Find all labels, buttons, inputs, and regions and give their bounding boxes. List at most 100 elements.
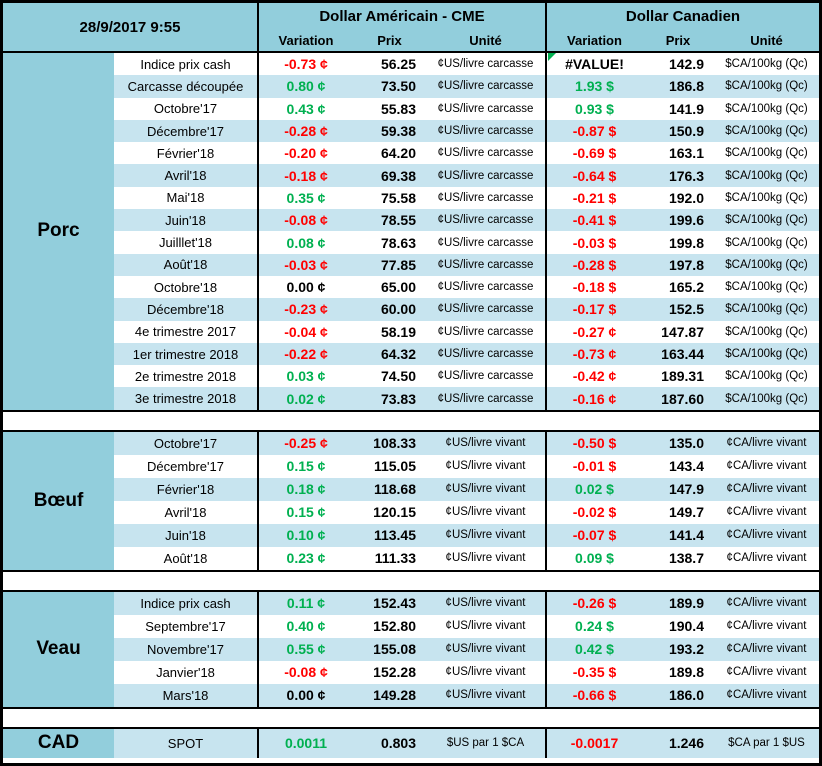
unite-ca-cell[interactable]: $CA/100kg (Qc) [714,276,819,298]
unite-us-cell[interactable]: ¢US/livre carcasse [426,298,545,320]
col-header-prix-us[interactable]: Prix [353,29,426,51]
variation-ca-cell[interactable]: -0.0017 [545,728,642,758]
variation-us-cell[interactable]: 0.03 ¢ [257,365,353,388]
prix-us-cell[interactable]: 59.38 [353,120,426,142]
section-label-cell[interactable]: Veau [3,591,114,707]
variation-ca-cell[interactable]: -0.21 $ [545,186,642,210]
unite-ca-cell[interactable]: $CA/100kg (Qc) [714,164,819,186]
variation-ca-cell[interactable]: -0.87 $ [545,119,642,143]
variation-us-cell[interactable]: 0.00 ¢ [257,275,353,299]
unite-ca-cell[interactable]: $CA/100kg (Qc) [714,321,819,343]
prix-ca-cell[interactable]: 189.9 [642,592,714,615]
prix-us-cell[interactable]: 111.33 [353,547,426,570]
variation-us-cell[interactable]: -0.04 ¢ [257,320,353,343]
contract-label-cell[interactable]: Octobre'18 [114,276,257,298]
prix-us-cell[interactable]: 78.63 [353,231,426,253]
prix-us-cell[interactable]: 155.08 [353,638,426,661]
prix-us-cell[interactable]: 60.00 [353,298,426,320]
contract-label-cell[interactable]: 2e trimestre 2018 [114,365,257,387]
unite-us-cell[interactable]: ¢US/livre vivant [426,547,545,570]
group-header-us[interactable]: Dollar Américain - CME [257,3,545,29]
prix-us-cell[interactable]: 55.83 [353,98,426,120]
variation-ca-cell[interactable]: -0.35 $ [545,660,642,684]
contract-label-cell[interactable]: Janvier'18 [114,661,257,684]
unite-ca-cell[interactable]: ¢CA/livre vivant [714,432,819,455]
group-header-ca[interactable]: Dollar Canadien [545,3,819,29]
unite-us-cell[interactable]: ¢US/livre vivant [426,592,545,615]
unite-ca-cell[interactable]: ¢CA/livre vivant [714,455,819,478]
unite-us-cell[interactable]: ¢US/livre carcasse [426,343,545,365]
prix-us-cell[interactable]: 69.38 [353,164,426,186]
prix-ca-cell[interactable]: 147.9 [642,478,714,501]
timestamp-cell[interactable]: 28/9/2017 9:55 [3,3,257,51]
variation-ca-cell[interactable]: -0.69 $ [545,142,642,165]
contract-label-cell[interactable]: Carcasse découpée [114,75,257,97]
unite-ca-cell[interactable]: ¢CA/livre vivant [714,615,819,638]
prix-us-cell[interactable]: 73.50 [353,75,426,97]
variation-ca-cell[interactable]: -0.01 $ [545,454,642,478]
prix-ca-cell[interactable]: 186.8 [642,75,714,97]
variation-us-cell[interactable]: 0.35 ¢ [257,186,353,210]
unite-us-cell[interactable]: ¢US/livre carcasse [426,164,545,186]
prix-us-cell[interactable]: 120.15 [353,501,426,524]
unite-us-cell[interactable]: ¢US/livre carcasse [426,231,545,253]
contract-label-cell[interactable]: 4e trimestre 2017 [114,321,257,343]
variation-us-cell[interactable]: 0.00 ¢ [257,683,353,707]
prix-ca-cell[interactable]: 186.0 [642,684,714,707]
prix-ca-cell[interactable]: 165.2 [642,276,714,298]
variation-us-cell[interactable]: 0.15 ¢ [257,454,353,478]
prix-ca-cell[interactable]: 143.4 [642,455,714,478]
variation-us-cell[interactable]: -0.03 ¢ [257,253,353,276]
unite-us-cell[interactable]: ¢US/livre carcasse [426,98,545,120]
unite-ca-cell[interactable]: ¢CA/livre vivant [714,638,819,661]
variation-ca-cell[interactable]: -0.28 $ [545,253,642,276]
prix-us-cell[interactable]: 149.28 [353,684,426,707]
variation-ca-cell[interactable]: #VALUE! [545,53,642,76]
variation-ca-cell[interactable]: -0.16 ¢ [545,387,642,410]
prix-ca-cell[interactable]: 138.7 [642,547,714,570]
prix-ca-cell[interactable]: 189.8 [642,661,714,684]
prix-ca-cell[interactable]: 141.9 [642,98,714,120]
prix-us-cell[interactable]: 74.50 [353,365,426,387]
unite-ca-cell[interactable]: $CA/100kg (Qc) [714,53,819,75]
unite-us-cell[interactable]: ¢US/livre vivant [426,478,545,501]
contract-label-cell[interactable]: SPOT [114,729,257,758]
unite-ca-cell[interactable]: $CA/100kg (Qc) [714,365,819,387]
prix-ca-cell[interactable]: 193.2 [642,638,714,661]
contract-label-cell[interactable]: Avril'18 [114,501,257,524]
prix-ca-cell[interactable]: 150.9 [642,120,714,142]
unite-us-cell[interactable]: ¢US/livre carcasse [426,254,545,276]
unite-us-cell[interactable]: ¢US/livre carcasse [426,209,545,231]
contract-label-cell[interactable]: Décembre'17 [114,455,257,478]
prix-ca-cell[interactable]: 192.0 [642,187,714,209]
unite-us-cell[interactable]: ¢US/livre vivant [426,432,545,455]
col-header-prix-ca[interactable]: Prix [642,29,714,51]
contract-label-cell[interactable]: Février'18 [114,142,257,164]
prix-us-cell[interactable]: 77.85 [353,254,426,276]
prix-ca-cell[interactable]: 197.8 [642,254,714,276]
prix-ca-cell[interactable]: 142.9 [642,53,714,75]
variation-ca-cell[interactable]: 0.09 $ [545,546,642,570]
unite-ca-cell[interactable]: ¢CA/livre vivant [714,501,819,524]
variation-ca-cell[interactable]: -0.41 $ [545,209,642,232]
prix-us-cell[interactable]: 152.28 [353,661,426,684]
unite-us-cell[interactable]: ¢US/livre carcasse [426,187,545,209]
variation-us-cell[interactable]: -0.08 ¢ [257,209,353,232]
unite-us-cell[interactable]: ¢US/livre carcasse [426,75,545,97]
contract-label-cell[interactable]: Avril'18 [114,164,257,186]
unite-ca-cell[interactable]: $CA/100kg (Qc) [714,75,819,97]
variation-ca-cell[interactable]: 0.93 $ [545,97,642,120]
contract-label-cell[interactable]: Novembre'17 [114,638,257,661]
contract-label-cell[interactable]: Juin'18 [114,209,257,231]
variation-us-cell[interactable]: 0.15 ¢ [257,500,353,524]
unite-us-cell[interactable]: ¢US/livre carcasse [426,53,545,75]
prix-us-cell[interactable]: 56.25 [353,53,426,75]
variation-ca-cell[interactable]: -0.66 $ [545,683,642,707]
prix-ca-cell[interactable]: 187.60 [642,387,714,409]
variation-us-cell[interactable]: 0.10 ¢ [257,523,353,547]
unite-ca-cell[interactable]: $CA/100kg (Qc) [714,254,819,276]
unite-us-cell[interactable]: ¢US/livre carcasse [426,387,545,409]
section-label-cell[interactable]: CAD [3,728,114,758]
unite-ca-cell[interactable]: $CA/100kg (Qc) [714,343,819,365]
unite-ca-cell[interactable]: $CA/100kg (Qc) [714,298,819,320]
